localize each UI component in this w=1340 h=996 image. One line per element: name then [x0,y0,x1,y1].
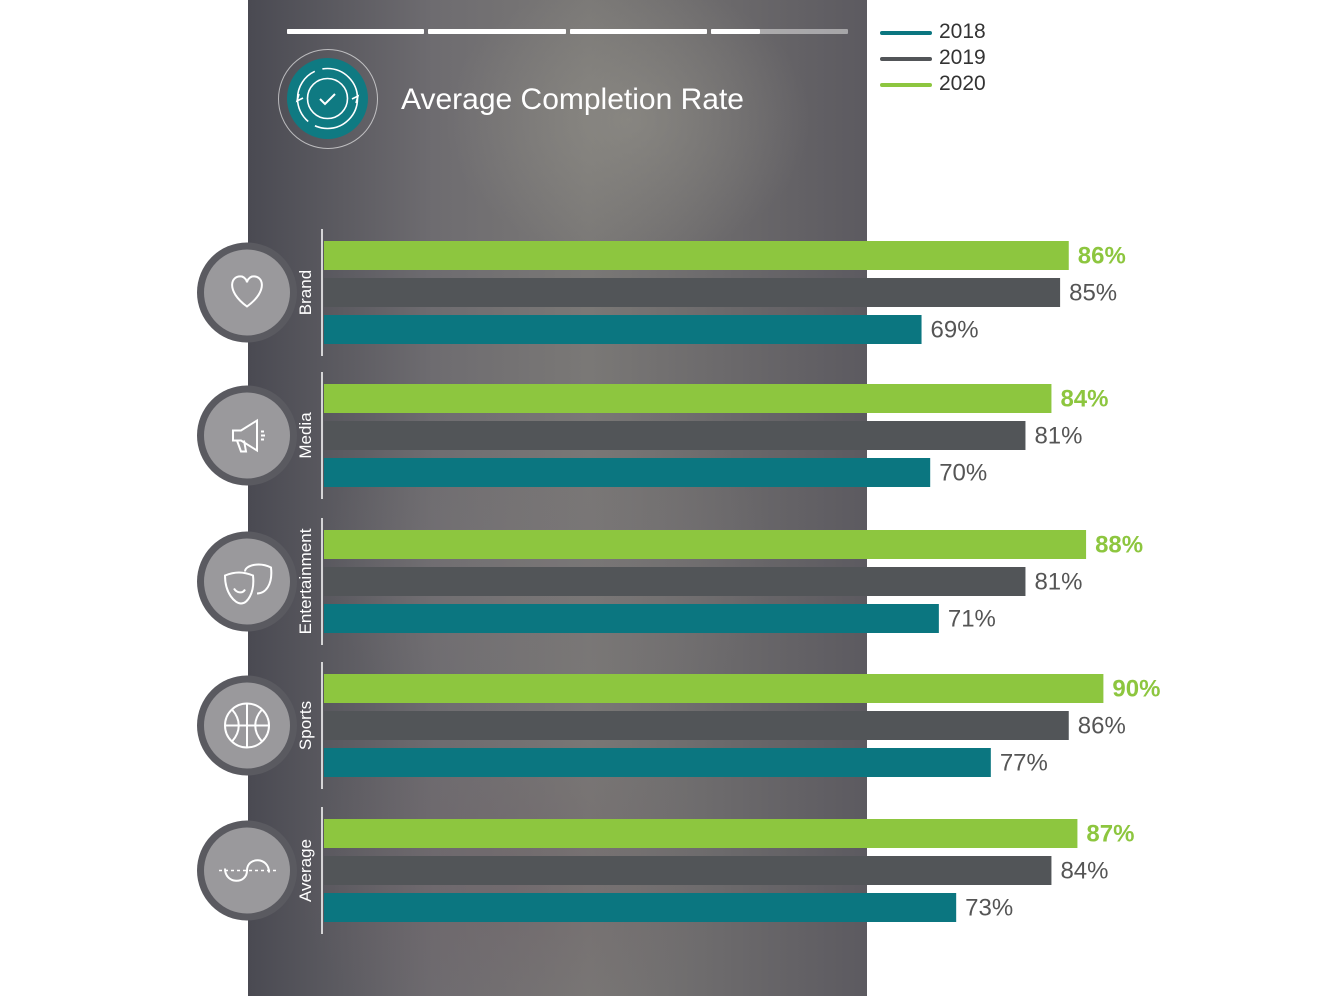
average-curve [224,859,270,882]
legend-label: 2018 [939,20,986,43]
value-label-2020: 84% [1060,386,1108,413]
progress-segment-fill [710,29,761,34]
value-label-2019: 84% [1060,858,1108,885]
value-label-2018: 73% [965,895,1013,922]
value-label-2020: 88% [1095,532,1143,559]
bar-2020 [324,530,1087,559]
theater-masks-icon [197,531,297,632]
bar-2019 [324,567,1026,596]
value-label-2019: 86% [1078,713,1126,740]
value-label-2018: 77% [1000,750,1048,777]
legend-swatch [880,83,932,87]
bar-2020 [324,819,1078,848]
value-label-2020: 86% [1078,243,1126,270]
completion-rate-icon [278,49,378,149]
bar-2019 [324,711,1069,740]
value-label-2020: 87% [1086,821,1134,848]
icon-inner-disc [204,249,290,336]
ball-seams [225,703,269,748]
progress-segment [569,29,707,34]
category-label: Media [296,412,315,459]
legend-label: 2020 [939,72,986,95]
progress-segment-fill [428,29,566,34]
bar-2018 [324,604,939,633]
megaphone-shape [232,418,265,453]
value-label-2019: 81% [1034,423,1082,450]
category-label: Entertainment [296,528,315,634]
tragedy-mask [244,563,273,595]
bar-2020 [324,674,1104,703]
progress-segment [287,29,425,34]
bar-2019 [324,278,1061,307]
progress-segment-fill [287,29,425,34]
mask-smile [233,587,246,594]
value-label-2019: 85% [1069,280,1117,307]
bar-2020 [324,241,1069,270]
icon-inner-disc [204,538,290,625]
category-label: Brand [296,270,315,315]
value-label-2018: 69% [931,317,979,344]
value-label-2018: 71% [948,606,996,633]
bar-2020 [324,384,1052,413]
legend-swatch [880,57,932,61]
legend-label: 2019 [939,46,986,69]
value-label-2020: 90% [1112,676,1160,703]
comedy-mask [223,571,255,605]
heart-icon [197,242,297,343]
icon-inner-disc [204,392,290,479]
bar-2018 [324,748,991,777]
chart-title: Average Completion Rate [401,83,744,116]
basketball-icon [197,675,297,776]
bar-2018 [324,893,957,922]
value-label-2019: 81% [1034,569,1082,596]
bar-2019 [324,856,1052,885]
story-progress-bar [287,29,848,34]
legend-swatch [880,31,932,35]
progress-segment [710,29,848,34]
bar-2018 [324,315,922,344]
bar-2019 [324,421,1026,450]
progress-segment-fill [569,29,707,34]
megaphone-icon [197,385,297,486]
category-label: Average [296,839,315,902]
progress-segment [428,29,566,34]
category-label: Sports [296,701,315,750]
heart-shape [231,275,263,308]
average-curve-icon [197,820,297,921]
bar-2018 [324,458,931,487]
value-label-2018: 70% [939,460,987,487]
